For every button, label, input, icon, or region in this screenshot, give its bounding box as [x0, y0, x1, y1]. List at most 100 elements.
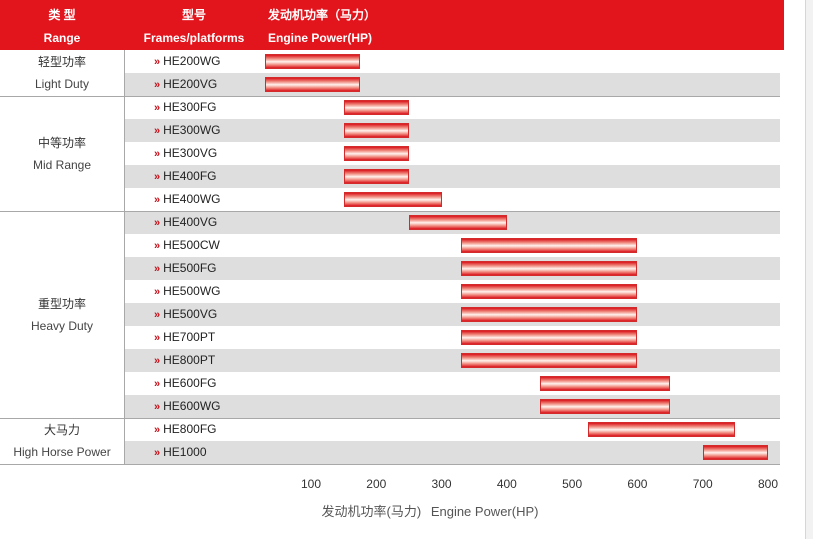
group-separator: [0, 418, 124, 419]
model-label: » HE400VG: [154, 211, 217, 234]
model-label: » HE1000: [154, 441, 207, 464]
table-header: 类 型 Range 型号 Frames/platforms 发动机功率（马力） …: [0, 0, 784, 50]
range-group-name-cn: 重型功率: [37, 296, 86, 311]
range-group: 中等功率 Mid Range: [0, 135, 124, 173]
model-label: » HE600WG: [154, 395, 220, 418]
table-row: [125, 96, 780, 119]
power-range-bar: [702, 445, 768, 460]
table-row: [125, 73, 780, 96]
header-power: 发动机功率（马力） Engine Power(HP): [268, 8, 376, 45]
range-group-name-en: Light Duty: [34, 77, 90, 91]
double-chevron-icon: »: [154, 240, 161, 252]
power-range-bar: [461, 238, 638, 253]
x-tick-label: 300: [431, 477, 452, 491]
double-chevron-icon: »: [154, 355, 161, 367]
range-group-name-en: Heavy Duty: [30, 318, 94, 333]
right-scroll-strip: [806, 0, 813, 539]
table-row: [125, 349, 780, 372]
double-chevron-icon: »: [154, 378, 161, 390]
table-row: [125, 165, 780, 188]
power-range-bar: [265, 77, 360, 92]
model-label: » HE400WG: [154, 188, 220, 211]
header-power-en: Engine Power(HP): [268, 31, 373, 45]
table-row: [125, 303, 780, 326]
model-label: » HE700PT: [154, 326, 215, 349]
table-row: [125, 188, 780, 211]
model-name: HE300WG: [163, 123, 221, 137]
range-group-name-cn: 中等功率: [37, 135, 86, 150]
model-name: HE500VG: [163, 307, 218, 321]
double-chevron-icon: »: [154, 56, 161, 68]
power-range-bar: [588, 422, 736, 437]
table-row: [125, 142, 780, 165]
header-model: 型号 Frames/platforms: [124, 8, 264, 45]
model-label: » HE400FG: [154, 165, 216, 188]
model-name: HE800FG: [163, 422, 217, 436]
model-name: HE200WG: [163, 54, 221, 68]
right-edge-line: [805, 0, 806, 539]
double-chevron-icon: »: [154, 194, 161, 206]
double-chevron-icon: »: [154, 309, 161, 321]
header-range-en: Range: [43, 31, 81, 45]
power-range-bar: [461, 284, 638, 299]
model-name: HE700PT: [163, 330, 216, 344]
model-name: HE300VG: [163, 146, 218, 160]
x-tick-label: 600: [627, 477, 648, 491]
header-model-cn: 型号: [181, 8, 206, 22]
model-label: » HE300FG: [154, 96, 216, 119]
power-range-bar: [343, 169, 409, 184]
table-row: [125, 257, 780, 280]
x-axis-title-cn: 发动机功率(马力): [321, 504, 422, 519]
power-range-bar: [461, 261, 638, 276]
x-axis-title: 发动机功率(马力) Engine Power(HP): [0, 501, 813, 520]
double-chevron-icon: »: [154, 171, 161, 183]
model-label: » HE800FG: [154, 418, 216, 441]
model-label: » HE300WG: [154, 119, 220, 142]
group-separator: [0, 96, 124, 97]
power-range-bar: [461, 330, 638, 345]
table-row: [125, 326, 780, 349]
power-range-bar: [408, 215, 507, 230]
header-range-cn: 类 型: [48, 8, 76, 22]
model-label: » HE500VG: [154, 303, 217, 326]
range-group-name-en: High Horse Power: [13, 445, 111, 459]
model-name: HE500CW: [163, 238, 220, 252]
model-name: HE600FG: [163, 376, 217, 390]
x-tick-label: 700: [692, 477, 713, 491]
model-label: » HE300VG: [154, 142, 217, 165]
double-chevron-icon: »: [154, 447, 161, 459]
model-name: HE200VG: [163, 77, 218, 91]
row-group-separator: [124, 96, 780, 97]
power-range-bar: [343, 100, 409, 115]
model-name: HE400WG: [163, 192, 221, 206]
power-range-bar: [343, 192, 442, 207]
range-group: 轻型功率 Light Duty: [0, 54, 124, 92]
double-chevron-icon: »: [154, 148, 161, 160]
table-row: [125, 234, 780, 257]
double-chevron-icon: »: [154, 125, 161, 137]
table-row: [125, 119, 780, 142]
model-name: HE300FG: [163, 100, 217, 114]
double-chevron-icon: »: [154, 424, 161, 436]
model-label: » HE500FG: [154, 257, 216, 280]
header-range: 类 型 Range: [0, 8, 124, 45]
range-group-name-en: Mid Range: [32, 157, 92, 172]
x-tick-label: 200: [366, 477, 387, 491]
double-chevron-icon: »: [154, 263, 161, 275]
model-name: HE500FG: [163, 261, 217, 275]
range-group-name-cn: 轻型功率: [37, 55, 86, 69]
model-label: » HE500WG: [154, 280, 220, 303]
row-group-separator: [124, 418, 780, 419]
x-axis-title-en: Engine Power(HP): [430, 504, 539, 519]
model-name: HE400FG: [163, 169, 217, 183]
power-range-bar: [539, 376, 671, 391]
model-name: HE600WG: [163, 399, 221, 413]
model-label: » HE600FG: [154, 372, 216, 395]
double-chevron-icon: »: [154, 401, 161, 413]
table-row: [125, 280, 780, 303]
x-tick-label: 500: [562, 477, 583, 491]
table-row: [125, 441, 780, 464]
range-group: 大马力 High Horse Power: [0, 422, 124, 460]
table-row: [125, 50, 780, 73]
